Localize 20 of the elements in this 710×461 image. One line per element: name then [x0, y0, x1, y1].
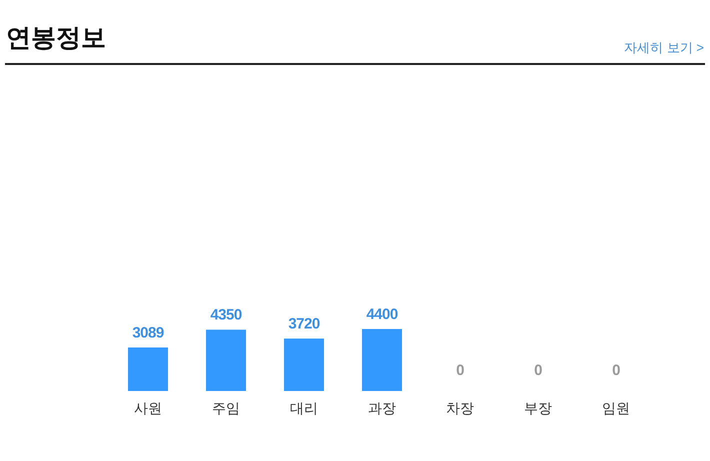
data-label: 4400 [366, 306, 398, 323]
x-tick-label: 부장 [524, 400, 552, 416]
x-tick-label: 임원 [602, 400, 630, 416]
x-tick-label: 주임 [212, 400, 240, 416]
chart-title: 연봉정보 [6, 24, 106, 52]
data-label: 0 [456, 362, 464, 379]
x-tick-label: 대리 [290, 400, 318, 416]
data-label: 3089 [132, 324, 164, 342]
data-label: 0 [534, 362, 542, 379]
bar [128, 347, 168, 391]
x-tick-label: 과장 [368, 400, 396, 416]
x-tick-label: 사원 [134, 400, 162, 416]
data-label: 3720 [288, 316, 320, 333]
bar [206, 330, 246, 391]
bar [284, 338, 324, 391]
bar [362, 329, 402, 391]
x-tick-label: 차장 [446, 400, 474, 416]
text: 자세히 보기 > [624, 40, 704, 55]
data-label: 0 [612, 362, 620, 379]
data-label: 4350 [210, 306, 242, 324]
